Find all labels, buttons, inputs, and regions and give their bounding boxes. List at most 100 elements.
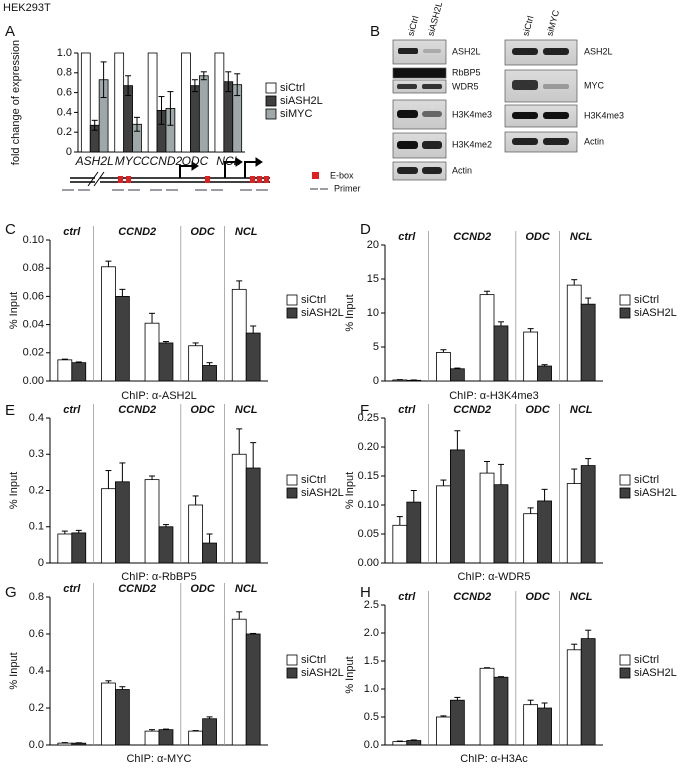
group-label: NCL bbox=[570, 591, 593, 603]
x-axis-label: ChIP: α-ASH2L bbox=[121, 390, 196, 402]
legend-swatch bbox=[619, 487, 631, 499]
x-axis-label: ChIP: α-RbBP5 bbox=[121, 571, 196, 583]
bar bbox=[101, 266, 116, 382]
gene-diagram bbox=[62, 157, 328, 191]
cell-line: HEK293T bbox=[3, 2, 51, 14]
legend-label: siCtrl bbox=[634, 474, 659, 486]
bar bbox=[202, 365, 217, 382]
group-label: ODC bbox=[190, 226, 216, 238]
bar bbox=[580, 465, 596, 564]
bar bbox=[566, 284, 582, 382]
bar bbox=[406, 501, 422, 564]
y-tick-label: 0.8 bbox=[29, 591, 44, 603]
group-label: ODC bbox=[525, 404, 551, 416]
lane-label: siMYC bbox=[545, 8, 562, 37]
y-tick-label: 0.15 bbox=[358, 470, 379, 482]
bar bbox=[479, 294, 495, 382]
y-tick-label: 0 bbox=[38, 557, 44, 569]
y-axis-label: % Input bbox=[8, 292, 20, 329]
bar bbox=[71, 532, 87, 564]
group-label: ctrl bbox=[63, 583, 81, 595]
bar bbox=[214, 52, 225, 153]
bar bbox=[449, 368, 465, 382]
y-tick-label: 0.6 bbox=[57, 87, 72, 99]
group-label: CCND2 bbox=[453, 231, 491, 243]
legend-label: siCtrl bbox=[280, 82, 305, 94]
y-tick-label: 5 bbox=[373, 341, 379, 353]
bar bbox=[493, 325, 509, 382]
legend-swatch bbox=[286, 654, 298, 666]
group-label: NCL bbox=[235, 404, 258, 416]
bar bbox=[523, 331, 539, 382]
y-tick-label: 2.5 bbox=[364, 599, 379, 611]
bar bbox=[523, 513, 539, 564]
legend-swatch bbox=[286, 474, 298, 486]
bar bbox=[158, 729, 174, 746]
group-label: ODC bbox=[525, 591, 551, 603]
bar bbox=[245, 332, 261, 382]
x-tick-label: CCND2 bbox=[141, 154, 183, 168]
bar bbox=[537, 500, 552, 564]
bar bbox=[144, 322, 160, 382]
panel-letter: C bbox=[5, 221, 16, 238]
panel-letter: A bbox=[5, 23, 15, 40]
bar bbox=[71, 742, 87, 746]
y-tick-label: 0.2 bbox=[29, 484, 44, 496]
bar bbox=[57, 742, 73, 746]
legend-label: siCtrl bbox=[301, 474, 326, 486]
legend-swatch bbox=[265, 108, 277, 120]
band-label: ASH2L bbox=[452, 46, 481, 56]
group-label: ctrl bbox=[63, 226, 81, 238]
legend-label: siASH2L bbox=[634, 307, 677, 319]
bar bbox=[479, 472, 495, 564]
group-label: ctrl bbox=[63, 404, 81, 416]
bar bbox=[188, 345, 203, 382]
y-tick-label: 0.0 bbox=[29, 739, 44, 751]
bar bbox=[231, 618, 247, 746]
bar bbox=[566, 483, 582, 564]
group-label: ctrl bbox=[398, 404, 416, 416]
group-label: CCND2 bbox=[118, 404, 156, 416]
bar bbox=[80, 52, 91, 153]
legend-swatch bbox=[286, 487, 298, 499]
group-label: ctrl bbox=[398, 591, 416, 603]
y-tick-label: 0.4 bbox=[29, 665, 44, 677]
y-tick-label: 0.20 bbox=[358, 441, 379, 453]
y-tick-label: 0.10 bbox=[23, 234, 44, 246]
legend-swatch bbox=[265, 95, 277, 107]
legend-swatch bbox=[619, 294, 631, 306]
bar bbox=[114, 52, 125, 153]
legend-swatch bbox=[619, 474, 631, 486]
x-axis-label: ChIP: α-MYC bbox=[126, 753, 191, 765]
y-axis-label: % Input bbox=[344, 656, 356, 693]
bar bbox=[202, 718, 217, 746]
bar bbox=[57, 359, 73, 382]
bar bbox=[181, 52, 191, 153]
y-tick-label: 1.0 bbox=[57, 47, 72, 59]
bar bbox=[537, 365, 552, 382]
group-label: ODC bbox=[525, 231, 551, 243]
bar bbox=[101, 488, 116, 564]
y-tick-label: 1.5 bbox=[364, 655, 379, 667]
y-tick-label: 0.05 bbox=[358, 528, 379, 540]
y-axis-label: % Input bbox=[8, 472, 20, 509]
bar bbox=[436, 716, 451, 746]
legend-label: siCtrl bbox=[634, 654, 659, 666]
band-label: MYC bbox=[584, 80, 605, 90]
legend-swatch bbox=[619, 307, 631, 319]
panel-letter: H bbox=[360, 584, 371, 601]
x-tick-label: MYC bbox=[115, 154, 142, 168]
y-tick-label: 0.1 bbox=[29, 521, 44, 533]
bar bbox=[580, 638, 596, 746]
band-label: H3K4me3 bbox=[452, 109, 492, 119]
bar bbox=[436, 352, 451, 382]
lane-label: siCtrl bbox=[521, 15, 536, 37]
legend-label: siCtrl bbox=[301, 654, 326, 666]
y-tick-label: 0.4 bbox=[57, 106, 72, 118]
group-label: NCL bbox=[570, 231, 593, 243]
bar bbox=[392, 741, 408, 746]
legend-label: siASH2L bbox=[301, 667, 344, 679]
bar bbox=[449, 449, 465, 564]
legend-label: siASH2L bbox=[634, 487, 677, 499]
